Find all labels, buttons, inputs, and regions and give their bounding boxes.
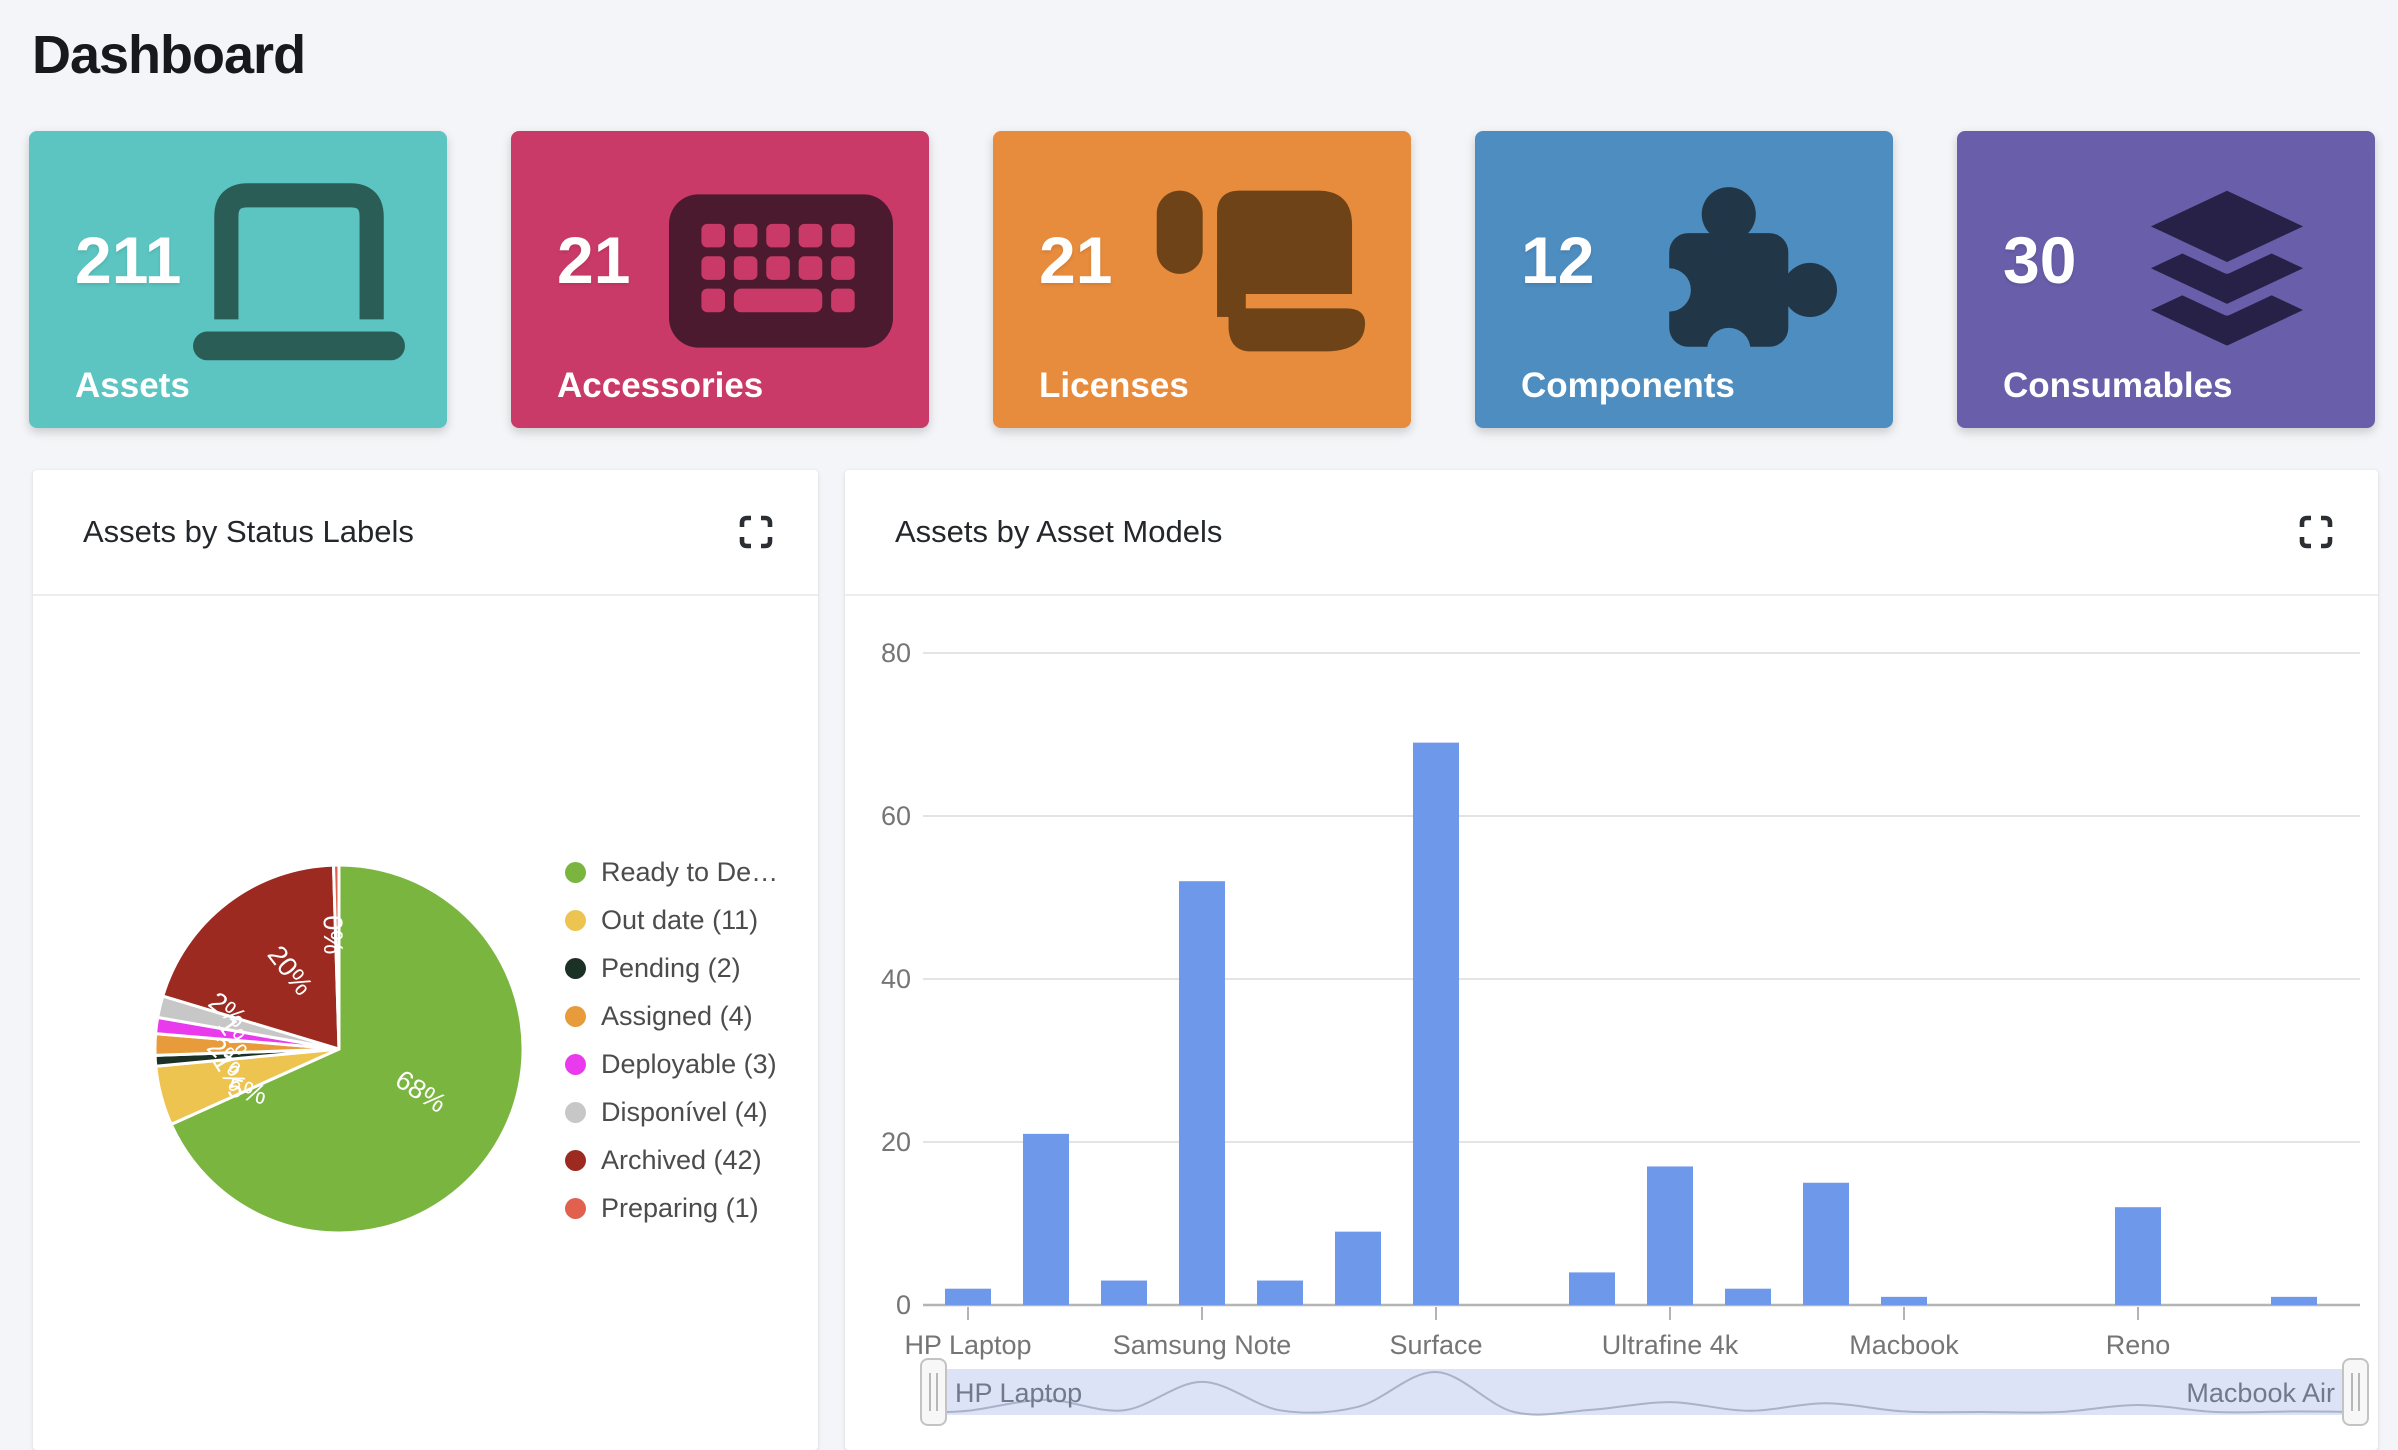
- pie-slice-7[interactable]: [161, 863, 341, 1051]
- pie-chart: 68%5%1%2%1%2%20%0%: [153, 863, 525, 1235]
- stat-card-consumables[interactable]: 30 Consumables: [1957, 131, 2375, 428]
- scroll-icon: [1151, 179, 1375, 363]
- bar-2[interactable]: [1023, 1133, 1069, 1305]
- nav-slider-track[interactable]: [925, 1369, 2357, 1415]
- panel-header: Assets by Asset Models: [845, 470, 2378, 596]
- panel-assets-by-status-labels: Assets by Status Labels 68% 5% 1% 2% 1% 2% 20%…: [33, 470, 818, 1450]
- y-tick-label: 40: [881, 964, 911, 994]
- stat-value: 12: [1521, 223, 1595, 297]
- expand-button[interactable]: [738, 514, 774, 550]
- panel-assets-by-asset-models: Assets by Asset Models 0 20 40 60 80 HP Lapto…: [845, 470, 2378, 1450]
- legend-label: Assigned (4): [601, 1000, 753, 1031]
- y-tick-label: 60: [881, 801, 911, 831]
- puzzle-piece-icon: [1633, 179, 1857, 363]
- legend-dot: [565, 1005, 586, 1027]
- x-tick-label: Reno: [2106, 1330, 2171, 1360]
- legend-dot: [565, 957, 586, 979]
- bar-4[interactable]: [1179, 881, 1225, 1305]
- panel-title: Assets by Status Labels: [83, 514, 414, 549]
- y-tick-label: 0: [896, 1290, 911, 1320]
- bar-7[interactable]: [1413, 742, 1459, 1305]
- pie-legend: Ready to De… Out date (11) Pending (2) Assi…: [565, 848, 778, 1232]
- stat-value: 30: [2003, 223, 2077, 297]
- panel-header: Assets by Status Labels: [33, 470, 818, 596]
- y-tick-label: 80: [881, 638, 911, 668]
- legend-item[interactable]: Pending (2): [565, 944, 778, 992]
- bar-1[interactable]: [945, 1288, 991, 1305]
- x-tick-label: Macbook: [1849, 1330, 1959, 1360]
- bar-5[interactable]: [1257, 1280, 1303, 1305]
- bar-13[interactable]: [1881, 1296, 1927, 1305]
- legend-label: Out date (11): [601, 904, 759, 935]
- legend-dot: [565, 909, 586, 931]
- bar-12[interactable]: [1803, 1182, 1849, 1305]
- bar-10[interactable]: [1647, 1166, 1693, 1305]
- legend-dot: [565, 1197, 586, 1219]
- stat-card-assets[interactable]: 211 Assets: [29, 131, 447, 428]
- legend-dot: [565, 1149, 586, 1171]
- x-tick-label: Samsung Note: [1113, 1330, 1292, 1360]
- x-tick-label: Ultrafine 4k: [1602, 1330, 1739, 1360]
- page-title: Dashboard: [32, 25, 306, 85]
- fullscreen-expand-icon: [2299, 515, 2333, 549]
- x-tick-label: Surface: [1389, 1330, 1482, 1360]
- stat-value: 21: [1039, 223, 1113, 297]
- legend-item[interactable]: Deployable (3): [565, 1040, 778, 1088]
- legend-dot: [565, 1101, 586, 1123]
- layer-group-icon: [2115, 179, 2339, 363]
- stat-card-components[interactable]: 12 Components: [1475, 131, 1893, 428]
- bar-3[interactable]: [1101, 1280, 1147, 1305]
- legend-item[interactable]: Out date (11): [565, 896, 778, 944]
- legend-label: Pending (2): [601, 952, 741, 983]
- fullscreen-expand-icon: [739, 515, 773, 549]
- stat-label: Components: [1521, 366, 1735, 405]
- legend-item[interactable]: Assigned (4): [565, 992, 778, 1040]
- stat-label: Licenses: [1039, 366, 1189, 405]
- panel-title: Assets by Asset Models: [895, 514, 1223, 549]
- legend-dot: [565, 861, 586, 883]
- legend-label: Archived (42): [601, 1144, 762, 1175]
- bar-16[interactable]: [2115, 1207, 2161, 1305]
- nav-slider-label-left: HP Laptop: [955, 1378, 1082, 1408]
- bar-11[interactable]: [1725, 1288, 1771, 1305]
- bar-chart-area: 0 20 40 60 80 HP Laptop Samsung Note Surface Ult…: [845, 596, 2378, 1450]
- expand-button[interactable]: [2298, 514, 2334, 550]
- pie-slice-label: 0%: [318, 915, 349, 955]
- stat-card-licenses[interactable]: 21 Licenses: [993, 131, 1411, 428]
- legend-label: Preparing (1): [601, 1192, 759, 1223]
- pie-slice-1[interactable]: [169, 863, 525, 1235]
- nav-slider-wave: [924, 1370, 2358, 1416]
- laptop-icon: [187, 179, 411, 363]
- stat-card-accessories[interactable]: 21 Accessories: [511, 131, 929, 428]
- legend-item[interactable]: Ready to De…: [565, 848, 778, 896]
- x-tick-label: HP Laptop: [904, 1330, 1031, 1360]
- nav-slider-handle-left[interactable]: [920, 1358, 947, 1426]
- legend-dot: [565, 1053, 586, 1075]
- bar-9[interactable]: [1569, 1272, 1615, 1305]
- legend-label: Ready to De…: [601, 856, 779, 887]
- pie-slice-8[interactable]: [332, 863, 341, 1051]
- stat-value: 211: [75, 223, 182, 297]
- bar-6[interactable]: [1335, 1231, 1381, 1305]
- stat-label: Assets: [75, 366, 190, 405]
- keyboard-icon: [669, 179, 893, 363]
- legend-item[interactable]: Preparing (1): [565, 1184, 778, 1232]
- nav-slider-handle-right[interactable]: [2342, 1358, 2369, 1426]
- legend-item[interactable]: Archived (42): [565, 1136, 778, 1184]
- stat-value: 21: [557, 223, 631, 297]
- nav-slider-label-right: Macbook Air: [2186, 1378, 2335, 1408]
- stat-label: Consumables: [2003, 366, 2233, 405]
- legend-item[interactable]: Disponível (4): [565, 1088, 778, 1136]
- y-tick-label: 20: [881, 1127, 911, 1157]
- pie-chart-area: 68% 5% 1% 2% 1% 2% 20% 0% Ready to De… Out date …: [33, 596, 818, 1450]
- legend-label: Disponível (4): [601, 1096, 768, 1127]
- bar-18[interactable]: [2271, 1296, 2317, 1305]
- stat-label: Accessories: [557, 366, 764, 405]
- bar-chart: 0 20 40 60 80 HP Laptop Samsung Note Surface Ult…: [881, 638, 2369, 1426]
- legend-label: Deployable (3): [601, 1048, 777, 1079]
